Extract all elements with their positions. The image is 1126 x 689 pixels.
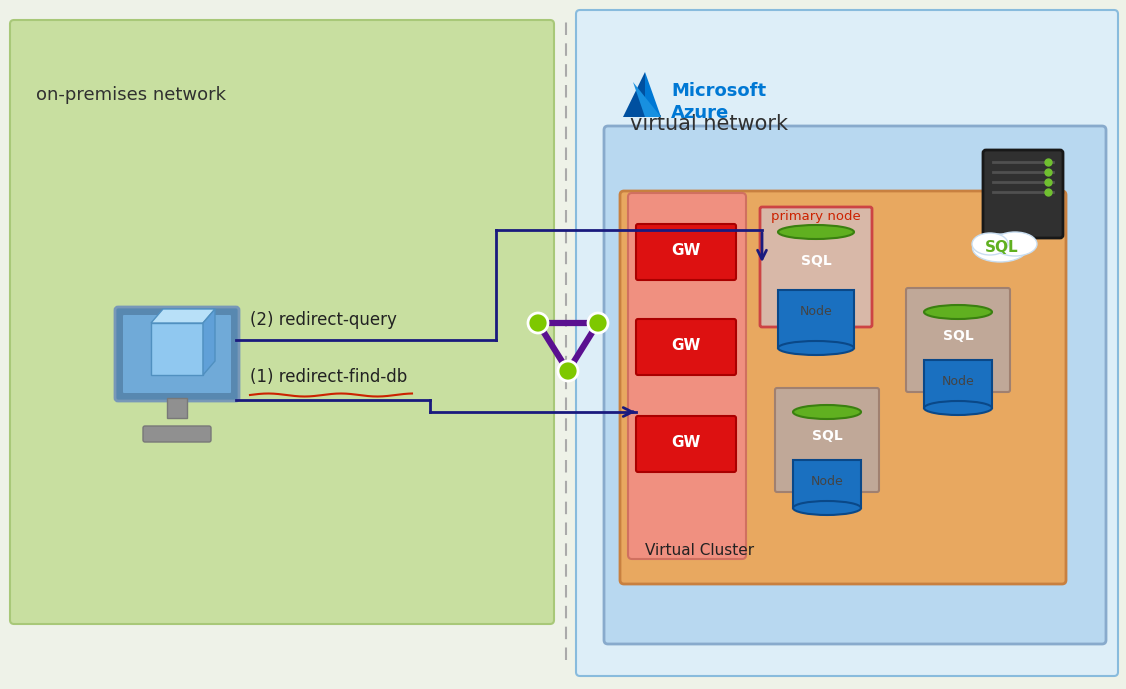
- FancyBboxPatch shape: [604, 126, 1106, 644]
- FancyBboxPatch shape: [760, 207, 872, 327]
- FancyBboxPatch shape: [620, 191, 1066, 584]
- FancyBboxPatch shape: [775, 388, 879, 492]
- Text: Node: Node: [941, 375, 974, 387]
- Bar: [793, 460, 861, 508]
- Ellipse shape: [793, 501, 861, 515]
- Polygon shape: [203, 309, 215, 375]
- FancyBboxPatch shape: [143, 426, 211, 442]
- Text: SQL: SQL: [812, 429, 842, 443]
- Text: (1) redirect-find-db: (1) redirect-find-db: [250, 368, 408, 386]
- Text: GW: GW: [671, 338, 700, 353]
- Ellipse shape: [973, 234, 1028, 262]
- Text: GW: GW: [671, 243, 700, 258]
- Circle shape: [588, 313, 608, 333]
- Text: GW: GW: [671, 435, 700, 449]
- Text: virtual network: virtual network: [631, 114, 788, 134]
- Bar: [167, 398, 187, 418]
- Ellipse shape: [793, 405, 861, 419]
- Ellipse shape: [778, 225, 854, 239]
- Bar: [924, 360, 992, 408]
- Polygon shape: [645, 72, 661, 117]
- Text: Microsoft
Azure: Microsoft Azure: [671, 82, 766, 122]
- Text: SQL: SQL: [985, 240, 1019, 254]
- FancyBboxPatch shape: [906, 288, 1010, 392]
- FancyBboxPatch shape: [983, 150, 1063, 238]
- FancyBboxPatch shape: [115, 307, 239, 401]
- Ellipse shape: [778, 341, 854, 355]
- FancyBboxPatch shape: [577, 10, 1118, 676]
- FancyBboxPatch shape: [10, 20, 554, 624]
- FancyBboxPatch shape: [636, 319, 736, 375]
- Polygon shape: [623, 72, 645, 117]
- Ellipse shape: [924, 401, 992, 415]
- FancyBboxPatch shape: [636, 416, 736, 472]
- Text: (2) redirect-query: (2) redirect-query: [250, 311, 396, 329]
- Polygon shape: [633, 82, 661, 117]
- FancyBboxPatch shape: [628, 193, 747, 559]
- Text: on-premises network: on-premises network: [36, 86, 226, 104]
- Bar: [778, 290, 854, 348]
- Polygon shape: [151, 309, 215, 323]
- FancyBboxPatch shape: [636, 224, 736, 280]
- Circle shape: [528, 313, 548, 333]
- Ellipse shape: [972, 233, 1008, 255]
- Text: SQL: SQL: [801, 254, 831, 268]
- Circle shape: [558, 361, 578, 381]
- Text: SQL: SQL: [942, 329, 973, 343]
- Text: Node: Node: [799, 305, 832, 318]
- Ellipse shape: [993, 232, 1037, 256]
- Text: Virtual Cluster: Virtual Cluster: [645, 543, 754, 558]
- Ellipse shape: [924, 305, 992, 319]
- Text: Node: Node: [811, 475, 843, 488]
- Text: primary node: primary node: [771, 210, 861, 223]
- Bar: [151, 323, 203, 375]
- FancyBboxPatch shape: [123, 315, 231, 393]
